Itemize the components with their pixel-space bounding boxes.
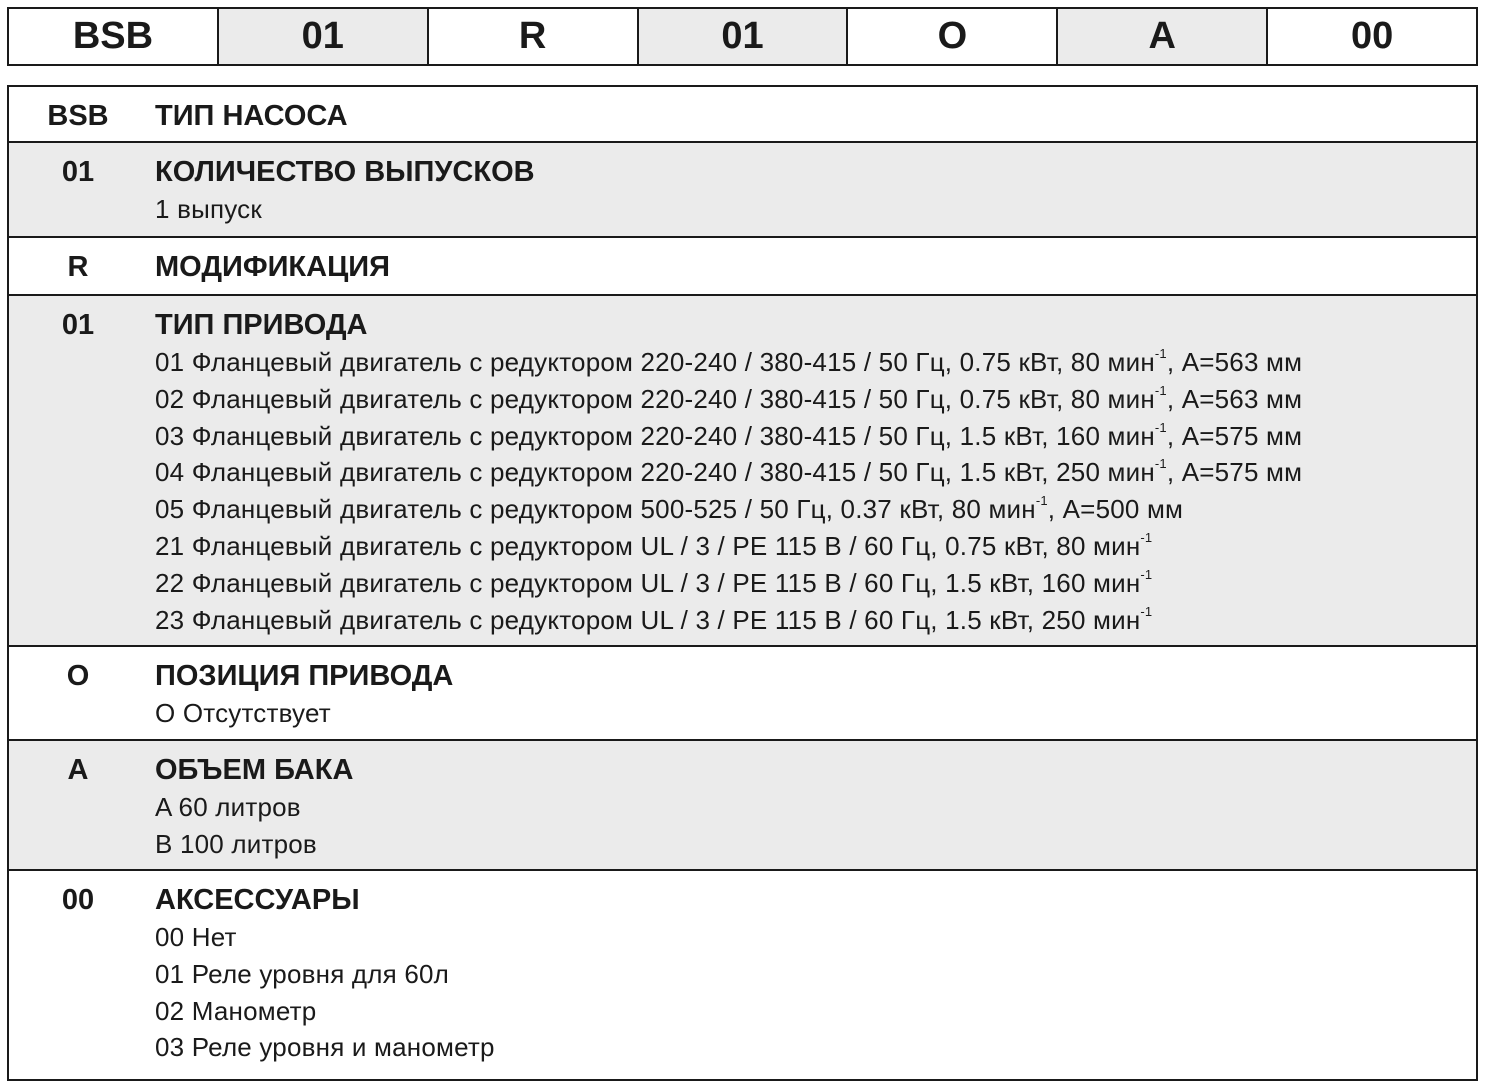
row-title: ОБЪЕМ БАКА [155,754,354,786]
row-body: КОЛИЧЕСТВО ВЫПУСКОВ 1 выпуск [155,153,1476,228]
row-body: ОБЪЕМ БАКА A 60 литров B 100 литров [155,751,1476,863]
option-text: 01 Фланцевый двигатель с редуктором 220-… [155,347,1155,377]
option-text: 22 Фланцевый двигатель с редуктором UL /… [155,567,1141,598]
row-body: ТИП ПРИВОДА 01 Фланцевый двигатель с реду… [155,306,1476,638]
row-title: КОЛИЧЕСТВО ВЫПУСКОВ [155,156,535,188]
option-item: 05 Фланцевый двигатель с редуктором 500-… [155,491,1476,528]
row-body: МОДИФИКАЦИЯ [155,248,1476,286]
row-title: ТИП ПРИВОДА [155,309,368,341]
superscript: -1 [1140,566,1153,582]
product-code-bar: BSB 01 R 01 O A 00 [7,7,1478,66]
option-item: 01 Реле уровня для 60л [155,956,1476,993]
code-segment: 01 [638,9,849,64]
option-text: 05 Фланцевый двигатель с редуктором 500-… [155,494,1036,525]
code-legend-table: BSB ТИП НАСОСА 01 КОЛИЧЕСТВО ВЫПУСКОВ 1 выпу… [7,85,1478,1081]
row-body: ТИП НАСОСА [155,97,1476,135]
option-text: 03 Реле уровня и манометр [155,1032,495,1063]
superscript: -1 [1140,529,1153,545]
option-text: 23 Фланцевый двигатель с редуктором UL /… [155,604,1141,635]
option-item: 22 Фланцевый двигатель с редуктором UL /… [155,565,1476,602]
option-text: 00 Нет [155,922,237,952]
table-row: O ПОЗИЦИЯ ПРИВОДА O Отсутствует [9,647,1476,741]
row-title: АКСЕССУАРЫ [155,884,360,916]
option-item: 03 Фланцевый двигатель с редуктором 220-… [155,418,1476,455]
code-segment: BSB [9,9,219,64]
option-item: 23 Фланцевый двигатель с редуктором UL /… [155,602,1476,639]
option-item: 00 Нет [155,919,1476,956]
row-code: 01 [61,309,95,341]
option-text: 03 Фланцевый двигатель с редуктором 220-… [155,420,1155,451]
option-item: O Отсутствует [155,695,1476,732]
option-item: A 60 литров [155,789,1476,826]
option-text: O Отсутствует [155,698,331,728]
table-row: 01 ТИП ПРИВОДА 01 Фланцевый двигатель с ре… [9,296,1476,647]
option-item: 21 Фланцевый двигатель с редуктором UL /… [155,528,1476,565]
row-code: 00 [61,884,95,916]
row-code: BSB [47,100,109,132]
option-item: 02 Манометр [155,993,1476,1030]
option-text-suffix: , A=575 мм [1166,420,1303,451]
code-segment: 00 [1350,15,1394,57]
option-item: B 100 литров [155,826,1476,863]
option-text: 04 Фланцевый двигатель с редуктором 220-… [155,457,1155,488]
superscript: -1 [1035,493,1048,509]
code-segment: A [1058,9,1269,64]
option-item: 03 Реле уровня и манометр [155,1029,1476,1066]
row-code: 01 [61,156,95,188]
option-text: A 60 литров [155,792,301,822]
option-item: 04 Фланцевый двигатель с редуктором 220-… [155,454,1476,491]
option-text: 02 Манометр [155,995,317,1026]
table-row: A ОБЪЕМ БАКА A 60 литров B 100 литров [9,741,1476,871]
row-code: R [67,251,89,283]
row-code: O [66,660,90,692]
table-row: 00 АКСЕССУАРЫ 00 Нет 01 Реле уровня для 60л… [9,871,1476,1079]
row-code: A [67,754,89,786]
row-title: МОДИФИКАЦИЯ [155,251,390,283]
option-text: 21 Фланцевый двигатель с редуктором UL /… [155,530,1141,561]
row-title: ТИП НАСОСА [155,100,348,132]
option-item: 01 Фланцевый двигатель с редуктором 220-… [155,344,1476,381]
option-text-suffix: , A=563 мм [1166,383,1303,414]
option-text-suffix: , A=500 мм [1047,494,1184,525]
table-row: BSB ТИП НАСОСА [9,87,1476,143]
superscript: -1 [1154,456,1167,472]
option-item: 02 Фланцевый двигатель с редуктором 220-… [155,381,1476,418]
row-body: АКСЕССУАРЫ 00 Нет 01 Реле уровня для 60л 02… [155,881,1476,1066]
table-row: R МОДИФИКАЦИЯ [9,238,1476,296]
table-row: 01 КОЛИЧЕСТВО ВЫПУСКОВ 1 выпуск [9,143,1476,238]
row-body: ПОЗИЦИЯ ПРИВОДА O Отсутствует [155,657,1476,732]
code-segment: 01 [218,9,429,64]
code-segment: O [848,9,1059,64]
option-text: B 100 литров [155,828,317,859]
option-text: 01 Реле уровня для 60л [155,958,450,989]
option-text: 02 Фланцевый двигатель с редуктором 220-… [155,383,1155,414]
option-text: 1 выпуск [155,194,262,224]
row-title: ПОЗИЦИЯ ПРИВОДА [155,660,454,692]
superscript: -1 [1154,382,1167,398]
superscript: -1 [1154,346,1167,361]
superscript: -1 [1154,419,1167,435]
option-text-suffix: , A=575 мм [1166,457,1303,488]
superscript: -1 [1140,603,1153,619]
option-text-suffix: , A=563 мм [1166,347,1303,377]
code-segment: R [429,9,639,64]
option-item: 1 выпуск [155,191,1476,228]
